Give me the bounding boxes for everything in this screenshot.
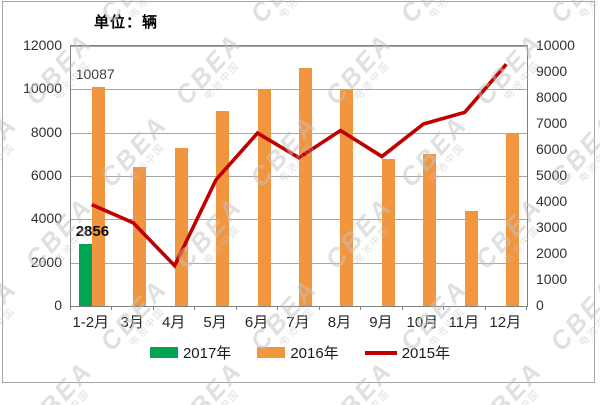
x-tick-label-3月: 3月 [120,314,144,331]
x-tick-mark [360,306,361,310]
legend-label: 2017年 [182,345,232,362]
y-left-tick-0: 0 [54,297,62,313]
x-tick-mark [277,306,278,310]
chart-frame [2,1,595,383]
bar-2016年-7月 [299,68,312,306]
y-right-tick-5000: 5000 [536,167,568,183]
y-right-tick-6000: 6000 [536,141,568,157]
bar-2016年-3月 [133,167,147,306]
x-tick-label-5月: 5月 [203,314,227,331]
y-left-tick-8000: 8000 [30,123,62,140]
y-left-tick-6000: 6000 [30,167,62,183]
data-label-10087: 10087 [75,66,115,83]
y-right-tick-0: 0 [536,297,544,313]
legend-label: 2015年 [401,345,451,362]
bar-2016年-4月 [174,148,188,306]
x-tick-mark [111,306,112,310]
y-right-tick-7000: 7000 [536,115,568,131]
legend-item-2015年: 2015年 [364,342,451,363]
y-right-tick-1000: 1000 [536,271,568,287]
y-left-tick-10000: 10000 [23,80,62,97]
x-tick-label-11月: 11月 [448,314,480,331]
legend-bar-swatch [257,347,286,358]
bar-2016年-9月 [381,159,395,306]
x-tick-label-6月: 6月 [244,314,269,331]
x-tick-mark [236,306,237,310]
legend-item-2017年: 2017年 [149,342,232,363]
x-tick-label-4月: 4月 [161,314,186,331]
legend: 2017年 2016年 2015年 [0,342,600,363]
y-right-tick-8000: 8000 [536,89,568,105]
bar-2016年-10月 [423,154,437,306]
bar-2016年-11月 [464,211,478,306]
legend-line-swatch [364,350,397,355]
x-tick-mark [153,306,154,310]
bar-2016年-6月 [257,89,271,306]
x-tick-mark [485,306,486,310]
y-right-tick-4000: 4000 [536,193,568,209]
x-tick-label-10月: 10月 [406,314,439,331]
x-tick-label-9月: 9月 [369,314,393,331]
line-layer [71,46,527,306]
x-tick-label-7月: 7月 [286,314,310,331]
data-label-2856: 2856 [75,223,110,241]
chart-title: 单位：辆 [94,14,159,31]
x-tick-label-8月: 8月 [327,314,352,331]
x-tick-label-1-2月: 1-2月 [72,314,110,331]
x-tick-mark [443,306,444,310]
bar-2016年-5月 [216,111,230,306]
line-series-2015年 [90,63,508,269]
y-right-tick-9000: 9000 [536,63,568,79]
y-right-tick-10000: 10000 [536,37,575,53]
x-tick-mark [319,306,320,310]
plot-area: 10087 2856 [70,45,528,307]
bar-2016年-1-2月 [91,87,105,306]
bars-layer [71,46,527,306]
bar-2016年-12月 [506,133,520,306]
bar-2017年-1-2月 [78,244,92,306]
y-left-tick-2000: 2000 [30,253,62,270]
x-tick-label-12月: 12月 [489,314,522,331]
y-left-tick-12000: 12000 [23,37,62,53]
bar-2016年-8月 [340,89,354,306]
x-tick-mark [70,306,71,310]
data-labels-layer: 10087 2856 [71,46,527,306]
legend-bar-swatch [149,347,178,358]
y-right-tick-3000: 3000 [536,219,568,235]
x-tick-mark [194,306,195,310]
y-left-tick-4000: 4000 [30,210,62,227]
legend-item-2016年: 2016年 [257,342,339,363]
legend-label: 2016年 [290,345,339,362]
gridline [71,46,527,47]
x-tick-mark [526,306,527,310]
y-right-tick-2000: 2000 [536,245,568,261]
x-tick-mark [402,306,403,310]
